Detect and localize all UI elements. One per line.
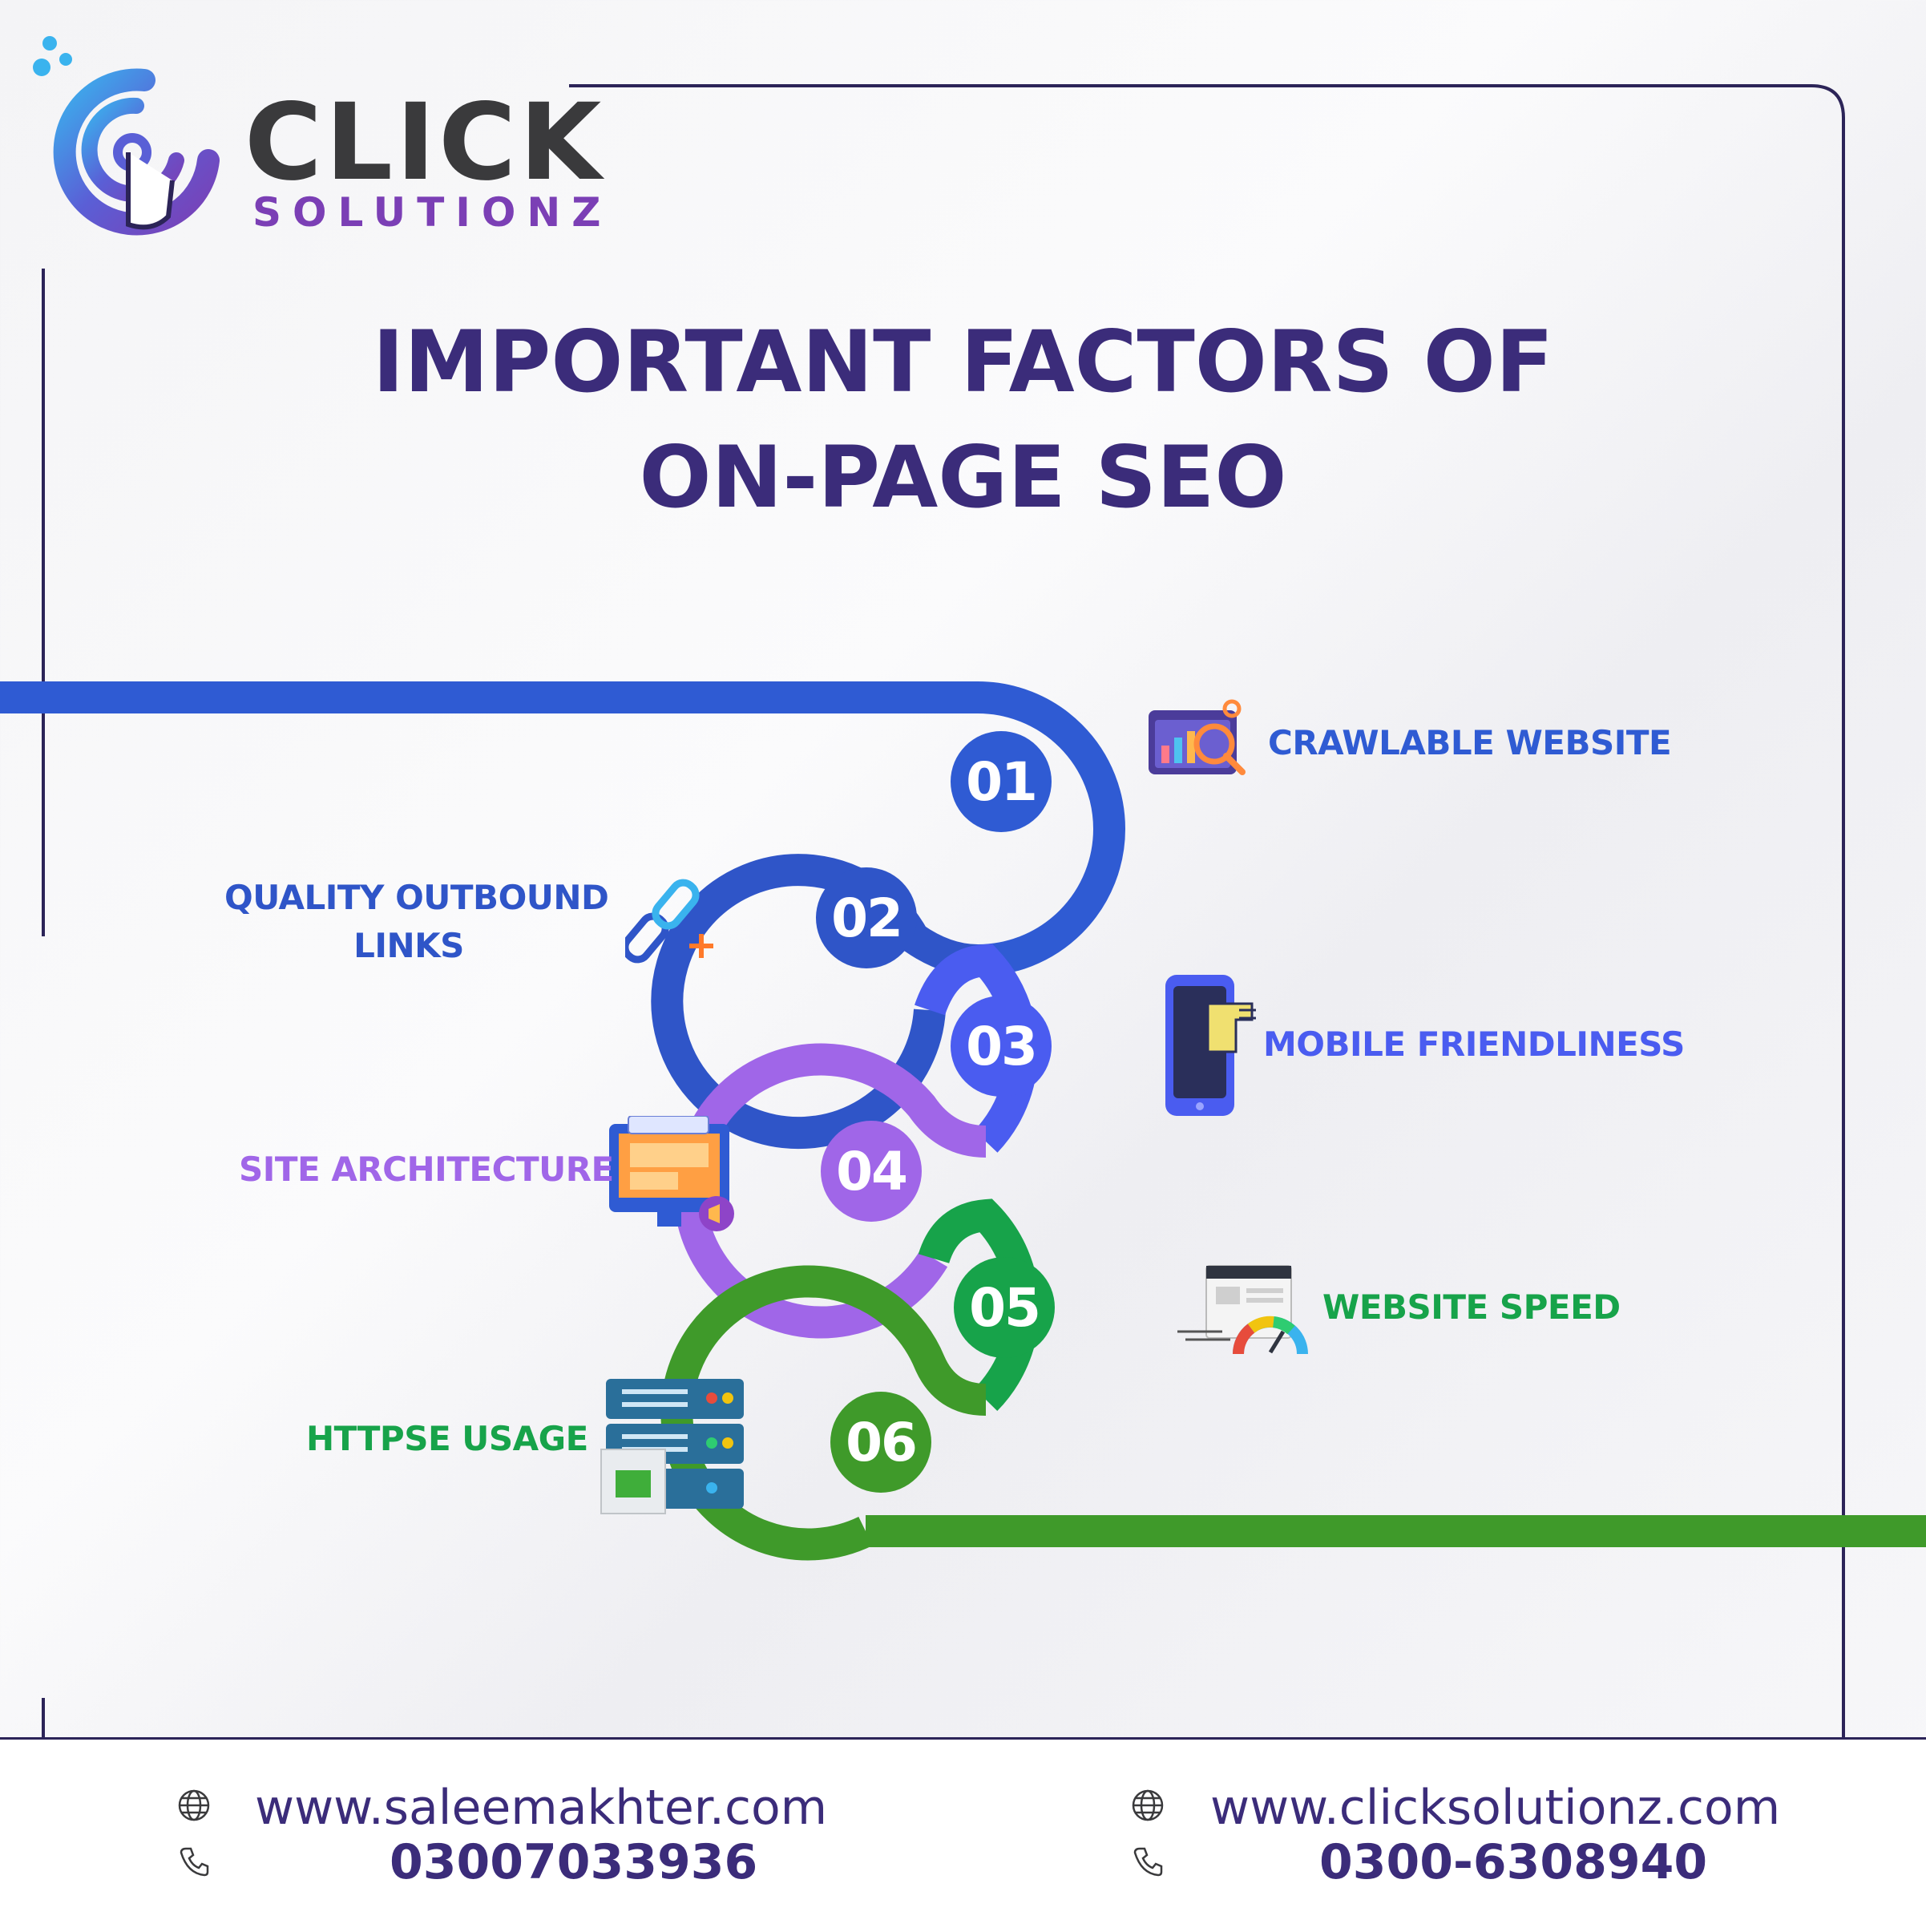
factor-label-06: HTTPSE USAGE [306,1419,588,1458]
factor-label-05: WEBSITE SPEED [1322,1287,1621,1327]
title-line-2: ON-PAGE SEO [639,428,1287,527]
mobile-phone-icon [1165,975,1256,1116]
factor-label-02-line-2: LINKS [353,926,464,965]
footer-website-right[interactable]: www.clicksolutionz.com [1210,1780,1781,1836]
phone-icon [180,1847,209,1877]
speed-gauge-icon [1177,1265,1308,1355]
globe-icon [178,1789,210,1821]
factor-number-04: 04 [821,1121,922,1222]
factor-number-03: 03 [951,996,1052,1097]
crawl-analytics-icon [1149,699,1246,775]
contact-footer: www.saleemakhter.com 03007033936 www.cli… [0,1737,1926,1932]
factor-number-06: 06 [830,1392,931,1493]
globe-icon [1132,1789,1164,1821]
brand-logo: CLICK SOLUTIONZ [32,24,601,240]
factor-number-01: 01 [951,731,1052,832]
footer-website-left[interactable]: www.saleemakhter.com [255,1780,828,1836]
logo-mark-icon [33,36,220,236]
factor-label-03: MOBILE FRIENDLINESS [1263,1025,1685,1064]
logo-word-click: CLICK [244,81,605,204]
phone-icon [1133,1847,1163,1877]
footer-phone-right[interactable]: 0300-6308940 [1319,1834,1708,1890]
factor-label-02-line-1: QUALITY OUTBOUND [224,878,609,917]
footer-phone-left[interactable]: 03007033936 [390,1834,758,1890]
factor-label-01: CRAWLABLE WEBSITE [1268,723,1672,762]
server-stack-icon [600,1379,744,1514]
chain-link-icon [625,879,713,964]
factor-label-04: SITE ARCHITECTURE [239,1150,614,1189]
logo-word-solutionz: SOLUTIONZ [252,189,612,236]
factor-number-02: 02 [816,867,917,968]
monitor-layout-icon [609,1116,734,1231]
page-title: IMPORTANT FACTORS OF ON-PAGE SEO [0,305,1926,536]
title-line-1: IMPORTANT FACTORS OF [372,313,1554,411]
factor-label-02: QUALITY OUTBOUND LINKS [224,874,609,970]
frame-lines [42,84,1845,1738]
factor-number-05: 05 [954,1257,1055,1358]
